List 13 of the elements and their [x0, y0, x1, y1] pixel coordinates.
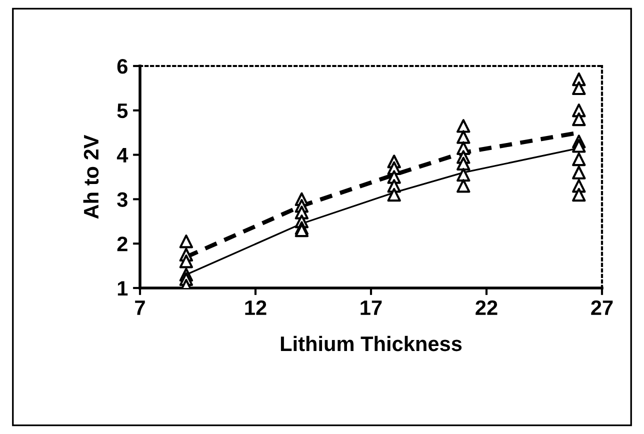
x-tick-label: 27	[591, 300, 613, 315]
y-tick-label: 5	[117, 104, 128, 118]
x-tick-label: 22	[476, 300, 498, 315]
x-tick-label: 7	[135, 300, 145, 315]
y-tick-label: 2	[117, 236, 128, 252]
y-tick-label: 3	[117, 192, 128, 207]
y-tick-label: 6	[117, 59, 128, 74]
x-tick-label: 17	[360, 300, 382, 315]
y-tick-label: 1	[118, 281, 128, 296]
y-axis-title: Ah to 2V	[83, 134, 99, 219]
x-tick-label: 12	[245, 300, 266, 315]
x-axis-title: Lithium Thickness	[280, 336, 462, 352]
y-tick-label: 4	[116, 148, 128, 162]
